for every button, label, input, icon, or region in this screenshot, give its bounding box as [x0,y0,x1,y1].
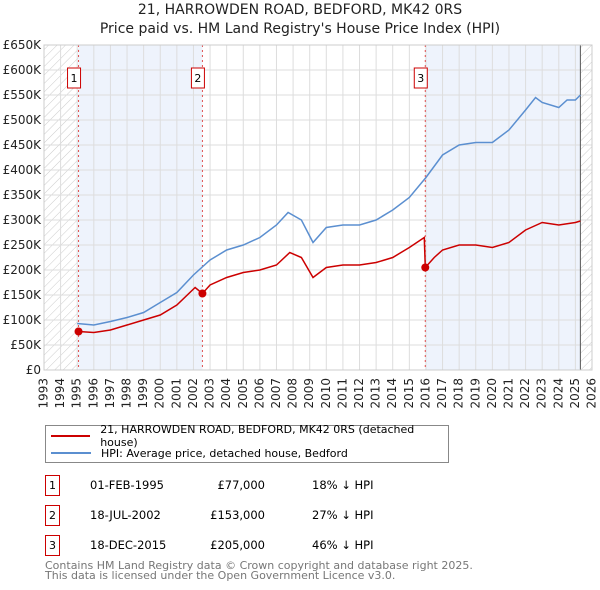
sale-price: £205,000 [210,538,265,552]
plot-border [43,44,593,371]
sale-row: 3 18-DEC-2015 £205,000 46% ↓ HPI [45,535,445,556]
y-tick-label: £500K [3,113,43,127]
footer: Contains HM Land Registry data © Crown c… [45,559,473,582]
x-tick-label: 2005 [236,378,250,409]
x-tick-label: 2024 [551,378,565,409]
sale-row: 2 18-JUL-2002 £153,000 27% ↓ HPI [45,505,445,526]
x-tick-label: 1997 [103,378,117,409]
sale-label-box [190,67,205,89]
chart-subtitle: Price paid vs. HM Land Registry's House … [99,21,501,37]
y-tick-label: £250K [3,238,43,252]
x-tick-label: 2025 [568,378,582,409]
sale-label: 2 [194,72,201,85]
x-tick-label: 2015 [402,378,416,409]
x-tick-label: 1995 [70,378,84,409]
x-tick-label: 2012 [352,378,366,409]
sale-number: 3 [45,535,60,556]
x-tick-label: 2006 [252,378,266,409]
x-tick-label: 2004 [219,378,233,409]
sale-label: 1 [71,72,78,85]
sale-hpi-diff: 27% ↓ HPI [312,508,374,522]
sale-point [421,263,430,272]
hatch-after-data [580,45,592,370]
footer-line: Contains HM Land Registry data © Crown c… [45,559,473,572]
sale-label: 3 [417,72,424,85]
y-tick-label: £350K [3,188,43,202]
legend-swatch-hpi [51,452,91,454]
y-tick-label: £300K [3,213,43,227]
y-tick-label: £650K [3,38,43,52]
sale-row: 1 01-FEB-1995 £77,000 18% ↓ HPI [45,475,445,496]
shade-period-1 [78,45,203,370]
x-tick-label: 2011 [335,378,349,409]
x-tick-label: 1999 [136,378,150,409]
sale-label-box [413,67,428,89]
x-tick-label: 2021 [501,378,515,409]
x-tick-label: 2020 [485,378,499,409]
legend-label-hpi: HPI: Average price, detached house, Bedf… [101,446,348,460]
y-tick-label: £0 [26,363,41,377]
sale-date: 18-DEC-2015 [90,538,167,552]
sale-label-box [67,67,82,89]
hpi-line [77,94,581,326]
y-tick-label: £450K [3,138,43,152]
x-tick-label: 2014 [385,378,399,409]
y-tick-label: £550K [3,88,43,102]
legend-swatch-property [51,435,91,437]
chart-title: 21, HARROWDEN ROAD, BEDFORD, MK42 0RS [137,2,463,18]
sale-price: £153,000 [210,508,265,522]
x-tick-label: 2000 [153,378,167,409]
legend: 21, HARROWDEN ROAD, BEDFORD, MK42 0RS (d… [45,423,449,463]
y-tick-label: £50K [10,338,42,352]
x-tick-label: 2003 [203,378,217,409]
hatch-before-data [44,45,79,370]
x-tick-label: 2010 [319,378,333,409]
sale-hpi-diff: 46% ↓ HPI [312,538,374,552]
y-tick-label: £400K [3,163,43,177]
x-tick-label: 2026 [585,378,599,409]
x-tick-label: 2023 [535,378,549,409]
sale-date: 01-FEB-1995 [90,478,164,492]
x-tick-label: 2017 [435,378,449,409]
sale-point [74,327,83,336]
x-tick-label: 1994 [53,378,67,409]
sale-price: £77,000 [217,478,265,492]
sale-number: 2 [45,505,60,526]
x-tick-label: 2007 [269,378,283,409]
shade-period-3 [425,45,581,370]
x-tick-label: 2001 [169,378,183,409]
sale-number: 1 [45,475,60,496]
property-price-line [78,220,581,334]
footer-line: This data is licensed under the Open Gov… [45,569,396,582]
x-tick-label: 2009 [302,378,316,409]
x-tick-label: 2016 [418,378,432,409]
x-tick-label: 2013 [369,378,383,409]
legend-label-property: 21, HARROWDEN ROAD, BEDFORD, MK42 0RS (d… [100,423,415,449]
x-tick-label: 1998 [120,378,134,409]
x-tick-label: 2002 [186,378,200,409]
price-chart: 1993 1994 1995 1996 1997 1998 1999 2000 2001 2002… [3,38,599,409]
y-tick-label: £600K [3,63,43,77]
sale-point [198,289,207,298]
x-tick-label: 2008 [286,378,300,409]
x-tick-label: 1993 [37,378,51,409]
x-tick-label: 2019 [468,378,482,409]
sale-date: 18-JUL-2002 [90,508,161,522]
x-tick-label: 2022 [518,378,532,409]
y-tick-label: £200K [3,263,43,277]
sale-hpi-diff: 18% ↓ HPI [312,478,374,492]
y-tick-label: £100K [3,313,43,327]
x-tick-label: 1996 [86,378,100,409]
y-tick-label: £150K [3,288,43,302]
x-tick-label: 2018 [452,378,466,409]
